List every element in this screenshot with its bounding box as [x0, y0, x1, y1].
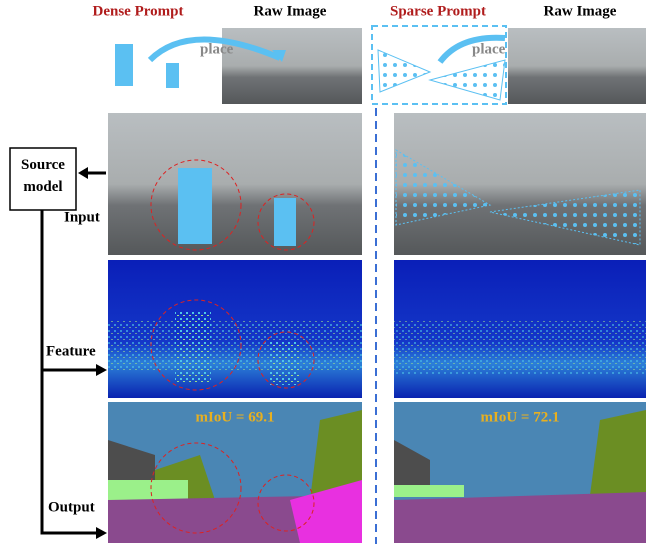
place-label: place: [200, 41, 234, 57]
sparse-region: [378, 50, 430, 92]
raw-image: [508, 28, 646, 104]
prompt-block: [166, 63, 179, 88]
segmentation: [108, 480, 188, 500]
sparse-region: [430, 60, 505, 100]
row-label: Input: [64, 209, 100, 225]
header-label: Raw Image: [544, 3, 617, 19]
header-label: Dense Prompt: [93, 3, 184, 19]
header-label: Raw Image: [254, 3, 327, 19]
raw-image: [222, 28, 362, 104]
row-label: Feature: [46, 343, 96, 359]
place-label: place: [472, 41, 506, 57]
metric: mIoU = 72.1: [481, 409, 560, 425]
prompt-block: [178, 168, 212, 244]
input-image: [108, 113, 362, 255]
segmentation: [394, 485, 464, 497]
figure: Dense Prompt Raw Image Sparse Prompt Raw…: [0, 0, 646, 544]
prompt-block: [115, 44, 133, 86]
feature-map: [108, 320, 362, 370]
metric: mIoU = 69.1: [196, 409, 275, 425]
arrow-head: [96, 527, 107, 539]
row-label: Output: [48, 499, 95, 515]
feature-map: [175, 312, 211, 384]
prompt-block: [274, 198, 296, 246]
header-label: Sparse Prompt: [390, 3, 486, 19]
segmentation: [394, 492, 646, 543]
arrow-head: [78, 167, 88, 179]
feature-map: [394, 320, 646, 375]
arrow-head: [96, 364, 107, 376]
feature-map: [270, 340, 300, 385]
